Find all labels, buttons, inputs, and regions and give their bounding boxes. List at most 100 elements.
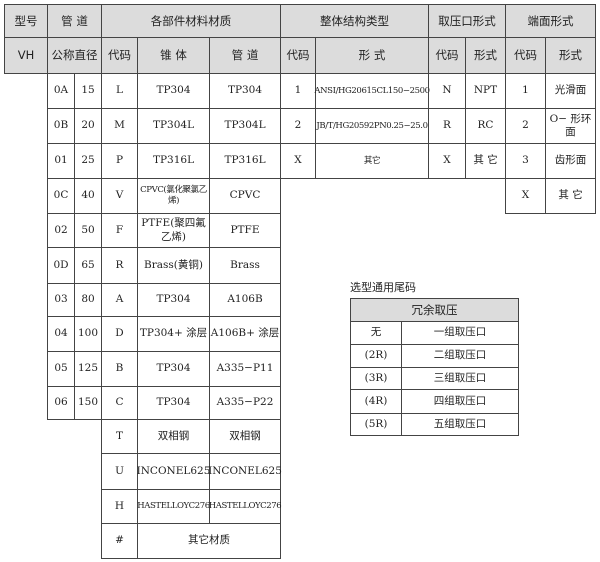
port-code: R [428, 108, 466, 144]
suffix-code: (4R) [350, 389, 402, 414]
subheader-port-code: 代码 [428, 37, 466, 74]
pipe-size-code: 03 [47, 283, 75, 317]
pipe-size-dn: 80 [74, 283, 102, 317]
subheader-model-code: VH [4, 37, 48, 74]
end-face-code: 1 [505, 73, 546, 109]
material-pipe: HASTELLOYC276 [209, 489, 282, 524]
material-code: R [101, 247, 138, 284]
pipe-size-code: 05 [47, 351, 75, 387]
port-form: 其 它 [465, 143, 506, 179]
header-end-face: 端面形式 [505, 4, 596, 38]
structure-code: 2 [280, 108, 316, 144]
material-cone: TP304 [137, 73, 210, 109]
material-pipe: 双相钢 [209, 419, 281, 454]
port-form: RC [465, 108, 506, 144]
structure-code: 1 [280, 73, 316, 109]
material-other: 其它材质 [137, 523, 281, 559]
structure-form: JB/T/HG20592PN0.25−25.0 [315, 108, 429, 144]
header-model: 型号 [4, 4, 48, 38]
material-cone: HASTELLOYC276 [137, 489, 210, 524]
material-pipe: CPVC [209, 178, 281, 214]
pipe-size-dn: 125 [74, 351, 102, 387]
pipe-size-dn: 50 [74, 213, 102, 248]
pipe-size-code: 0B [47, 108, 75, 144]
subheader-pipe: 管 道 [209, 37, 281, 74]
suffix-code: 无 [350, 321, 402, 345]
material-code: A [101, 283, 138, 317]
material-pipe: INCONEL625 [208, 453, 282, 490]
end-face-code: 3 [505, 143, 546, 179]
header-materials: 各部件材料材质 [101, 4, 281, 38]
end-face-code: X [505, 178, 546, 214]
material-pipe: TP304L [209, 108, 281, 144]
header-pipe: 管 道 [47, 4, 102, 38]
pipe-size-dn: 150 [74, 386, 102, 420]
suffix-desc: 五组取压口 [401, 413, 519, 436]
material-cone: CPVC(氯化聚氯乙烯) [137, 178, 210, 214]
material-code: P [101, 143, 138, 179]
material-code: C [101, 386, 138, 420]
material-pipe: PTFE [209, 213, 281, 248]
suffix-code: (3R) [350, 367, 402, 390]
suffix-code: (5R) [350, 413, 402, 436]
port-form: NPT [465, 73, 506, 109]
material-pipe: TP316L [209, 143, 281, 179]
material-code: L [101, 73, 138, 109]
material-pipe: A335−P22 [209, 386, 281, 420]
suffix-code: (2R) [350, 344, 402, 368]
subheader-port-form: 形式 [465, 37, 506, 74]
suffix-desc: 四组取压口 [401, 389, 519, 414]
material-code: T [101, 419, 138, 454]
pipe-size-code: 02 [47, 213, 75, 248]
end-face-code: 2 [505, 108, 546, 144]
material-cone: TP304L [137, 108, 210, 144]
suffix-desc: 一组取压口 [401, 321, 519, 345]
material-pipe: Brass [209, 247, 281, 284]
end-face-form: 光滑面 [545, 73, 596, 109]
material-cone: PTFE(聚四氟乙烯) [137, 213, 210, 248]
material-code: M [101, 108, 138, 144]
subheader-structure-code: 代码 [280, 37, 316, 74]
pipe-size-code: 06 [47, 386, 75, 420]
subheader-end-code: 代码 [505, 37, 546, 74]
material-code: # [101, 523, 138, 559]
structure-form: 其它 [315, 143, 429, 179]
pipe-size-dn: 40 [74, 178, 102, 214]
material-code: H [101, 489, 138, 524]
pipe-size-code: 01 [47, 143, 75, 179]
subheader-structure-form: 形 式 [315, 37, 429, 74]
material-cone: TP304 [137, 351, 210, 387]
pipe-size-code: 0C [47, 178, 75, 214]
suffix-desc: 三组取压口 [401, 367, 519, 390]
material-pipe: A106B [209, 283, 281, 317]
suffix-desc: 二组取压口 [401, 344, 519, 368]
pipe-size-code: 04 [47, 316, 75, 352]
material-pipe: A106B+ 涂层 [209, 316, 281, 352]
pipe-size-dn: 25 [74, 143, 102, 179]
material-code: F [101, 213, 138, 248]
pipe-size-code: 0A [47, 73, 75, 109]
structure-form: ANSI/HG20615CL150−2500 [314, 73, 430, 109]
pipe-size-dn: 15 [74, 73, 102, 109]
subheader-nominal-diameter: 公称直径 [47, 37, 102, 74]
material-cone: TP304 [137, 283, 210, 317]
subheader-end-form: 形式 [545, 37, 596, 74]
structure-code: X [280, 143, 316, 179]
pipe-size-dn: 65 [74, 247, 102, 284]
material-cone: TP316L [137, 143, 210, 179]
port-code: X [428, 143, 466, 179]
material-cone: INCONEL625 [137, 453, 210, 490]
material-cone: TP304 [137, 386, 210, 420]
pipe-size-dn: 100 [74, 316, 102, 352]
material-code: U [101, 453, 138, 490]
header-port: 取压口形式 [428, 4, 506, 38]
port-code: N [428, 73, 466, 109]
material-cone: Brass(黄铜) [137, 247, 210, 284]
material-cone: TP304+ 涂层 [137, 316, 210, 352]
end-face-form: 齿形面 [545, 143, 596, 179]
pipe-size-code: 0D [47, 247, 75, 284]
header-structure: 整体结构类型 [280, 4, 429, 38]
end-face-form: 其 它 [545, 178, 596, 214]
suffix-header: 冗余取压 [350, 298, 519, 322]
